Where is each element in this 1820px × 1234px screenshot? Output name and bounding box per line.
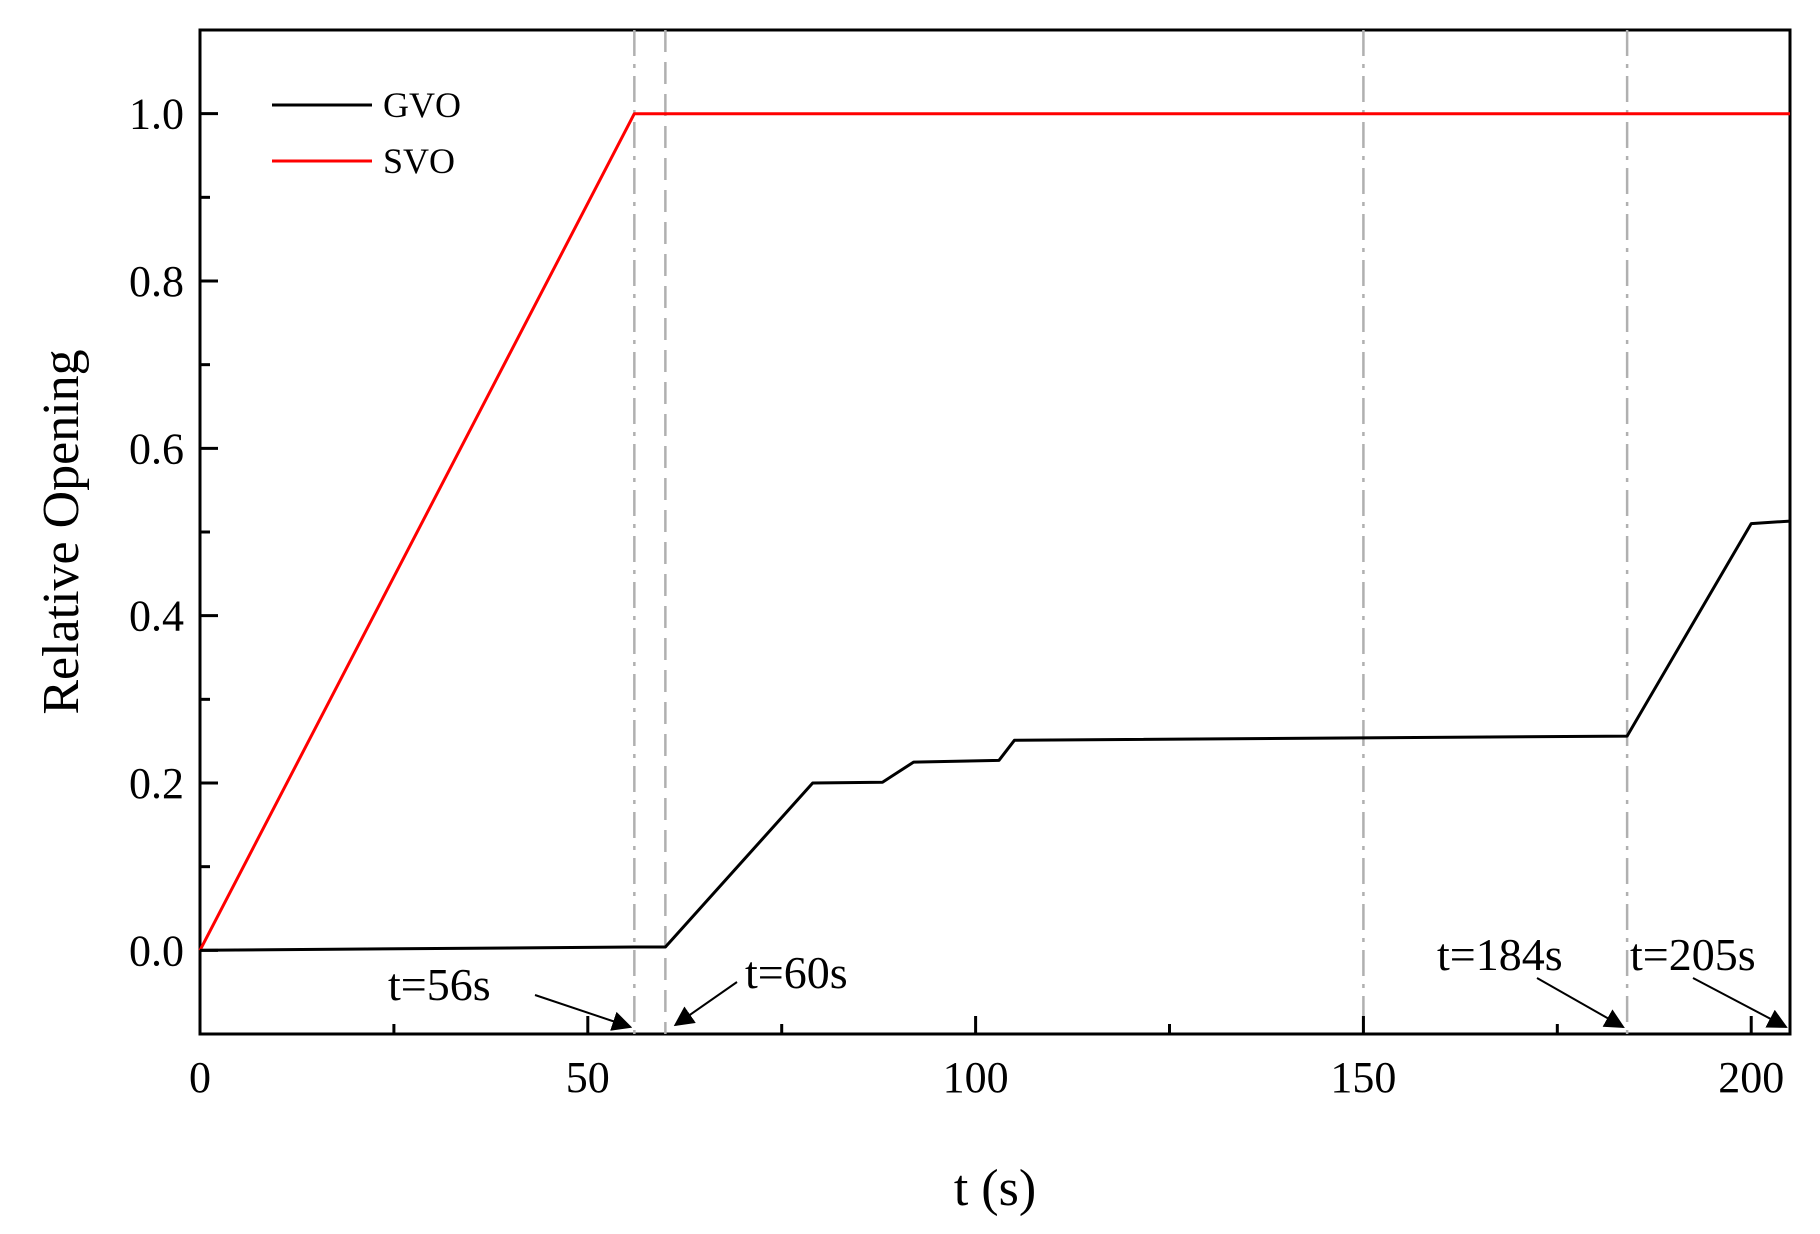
axis-ticks (198, 112, 1753, 1034)
reference-lines (633, 30, 1629, 1034)
annotation-arrow-56 (534, 994, 633, 1031)
y-tick-label: 0.0 (129, 926, 184, 975)
x-tick-label: 200 (1718, 1053, 1784, 1102)
annotation-t205: t=205s (1630, 929, 1756, 980)
tick-labels: 0 50 100 150 200 0.0 0.2 0.4 0.6 0.8 1.0 (129, 90, 1784, 1102)
x-tick-label: 50 (566, 1053, 610, 1102)
series-line-gvo (199, 519, 1791, 952)
legend: GVO SVO (272, 85, 461, 181)
series-line-svo (198, 112, 1790, 951)
x-tick-label: 150 (1330, 1053, 1396, 1102)
series-layer (198, 112, 1791, 952)
y-tick-label: 0.6 (129, 424, 184, 473)
y-tick-label: 0.2 (129, 759, 184, 808)
legend-label-svo: SVO (383, 141, 455, 181)
y-tick-label: 1.0 (129, 90, 184, 139)
y-tick-label: 0.4 (129, 592, 184, 641)
x-tick-label: 100 (943, 1053, 1009, 1102)
annotation-arrow-205 (1692, 977, 1788, 1028)
x-tick-label: 0 (189, 1053, 211, 1102)
annotation-t184: t=184s (1437, 929, 1563, 980)
annotation-arrow-184 (1536, 977, 1625, 1028)
annotation-t56: t=56s (388, 959, 491, 1010)
legend-label-gvo: GVO (383, 85, 461, 125)
x-axis-title: t (s) (954, 1160, 1036, 1217)
annotation-t60: t=60s (745, 947, 848, 998)
y-tick-label: 0.8 (129, 257, 184, 306)
y-axis-title: Relative Opening (33, 349, 90, 714)
annotations: t=56s t=60s t=184s t=205s (388, 929, 1788, 1031)
annotation-arrow-60 (673, 981, 738, 1027)
